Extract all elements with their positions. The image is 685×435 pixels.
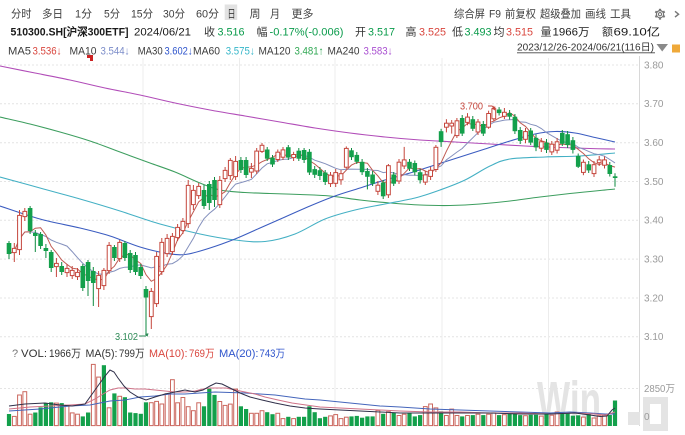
svg-text:3.516: 3.516 — [218, 27, 245, 39]
svg-text:MA(5):: MA(5): — [86, 348, 118, 360]
svg-text:周: 周 — [250, 8, 261, 21]
svg-text:VOL:: VOL: — [21, 348, 47, 360]
svg-text:前复权: 前复权 — [505, 7, 536, 21]
svg-text:3.544↓: 3.544↓ — [101, 46, 130, 58]
svg-text:743万: 743万 — [260, 348, 286, 360]
svg-text:0: 0 — [644, 412, 650, 423]
svg-text:3.583↓: 3.583↓ — [364, 46, 393, 58]
svg-text:MA10: MA10 — [70, 46, 97, 58]
svg-text:3.515: 3.515 — [506, 27, 533, 39]
svg-text:分时: 分时 — [11, 8, 32, 21]
svg-text:3.40: 3.40 — [644, 216, 664, 227]
svg-text:60分: 60分 — [196, 8, 219, 21]
svg-text:3.517: 3.517 — [368, 27, 395, 39]
svg-text:MA120: MA120 — [259, 46, 291, 58]
svg-text:3.80: 3.80 — [644, 60, 664, 71]
svg-text:MA60: MA60 — [193, 46, 220, 58]
svg-text:3.30: 3.30 — [644, 254, 664, 265]
svg-text:综合屏: 综合屏 — [454, 7, 485, 21]
svg-text:低: 低 — [452, 26, 463, 39]
svg-text:3.493: 3.493 — [465, 27, 492, 39]
svg-text:3.481↑: 3.481↑ — [295, 46, 324, 58]
svg-text:2024/06/21: 2024/06/21 — [134, 27, 191, 39]
svg-text:3.700: 3.700 — [460, 102, 483, 113]
svg-text:1分: 1分 — [75, 8, 92, 21]
svg-text:1966万: 1966万 — [553, 27, 590, 39]
svg-text:3.60: 3.60 — [644, 138, 664, 149]
svg-text:超级叠加: 超级叠加 — [540, 7, 581, 21]
svg-text:799万: 799万 — [119, 348, 145, 360]
svg-text:510300.SH[沪深300ETF]: 510300.SH[沪深300ETF] — [11, 25, 129, 39]
svg-text:769万: 769万 — [189, 348, 215, 360]
svg-text:MA(20):: MA(20): — [219, 348, 259, 360]
svg-text:?: ? — [12, 348, 18, 360]
svg-text:MA30: MA30 — [138, 46, 163, 58]
svg-text:15分: 15分 — [131, 8, 153, 21]
svg-text:MA240: MA240 — [328, 46, 360, 58]
svg-text:均: 均 — [494, 26, 505, 39]
svg-text:开: 开 — [355, 27, 366, 39]
svg-text:3.70: 3.70 — [644, 99, 664, 110]
svg-text:2023/12/26-2024/06/21(116日): 2023/12/26-2024/06/21(116日) — [517, 43, 654, 54]
svg-text:3.575↓: 3.575↓ — [226, 46, 255, 58]
svg-text:月: 月 — [270, 9, 280, 21]
svg-text:更多: 更多 — [292, 7, 314, 21]
svg-text:日: 日 — [228, 9, 236, 21]
svg-text:69.10亿: 69.10亿 — [614, 26, 661, 39]
svg-text:幅: 幅 — [257, 26, 268, 39]
svg-text:3.525: 3.525 — [419, 27, 446, 39]
svg-text:5分: 5分 — [104, 8, 120, 21]
svg-text:3.536↓: 3.536↓ — [33, 46, 62, 58]
svg-text:3.50: 3.50 — [644, 177, 664, 188]
svg-text:3.102: 3.102 — [115, 332, 138, 343]
svg-text:高: 高 — [406, 25, 417, 39]
svg-text:多日: 多日 — [42, 7, 63, 21]
svg-text:-0.17%(-0.006): -0.17%(-0.006) — [270, 27, 344, 39]
svg-text:3.602↓: 3.602↓ — [165, 46, 193, 58]
svg-text:30分: 30分 — [163, 8, 185, 21]
svg-text:MA5: MA5 — [8, 46, 31, 58]
svg-text:F9: F9 — [489, 9, 501, 21]
svg-text:量: 量 — [541, 26, 552, 39]
svg-text:MA(10):: MA(10): — [149, 348, 188, 360]
svg-text:收: 收 — [204, 25, 215, 39]
svg-text:2850万: 2850万 — [644, 384, 675, 395]
svg-text:3.20: 3.20 — [644, 293, 664, 304]
svg-text:额: 额 — [602, 26, 613, 39]
svg-text:1966万: 1966万 — [49, 348, 81, 360]
svg-text:工具: 工具 — [610, 8, 631, 21]
svg-text:3.10: 3.10 — [644, 332, 664, 343]
svg-text:画线: 画线 — [585, 7, 606, 21]
